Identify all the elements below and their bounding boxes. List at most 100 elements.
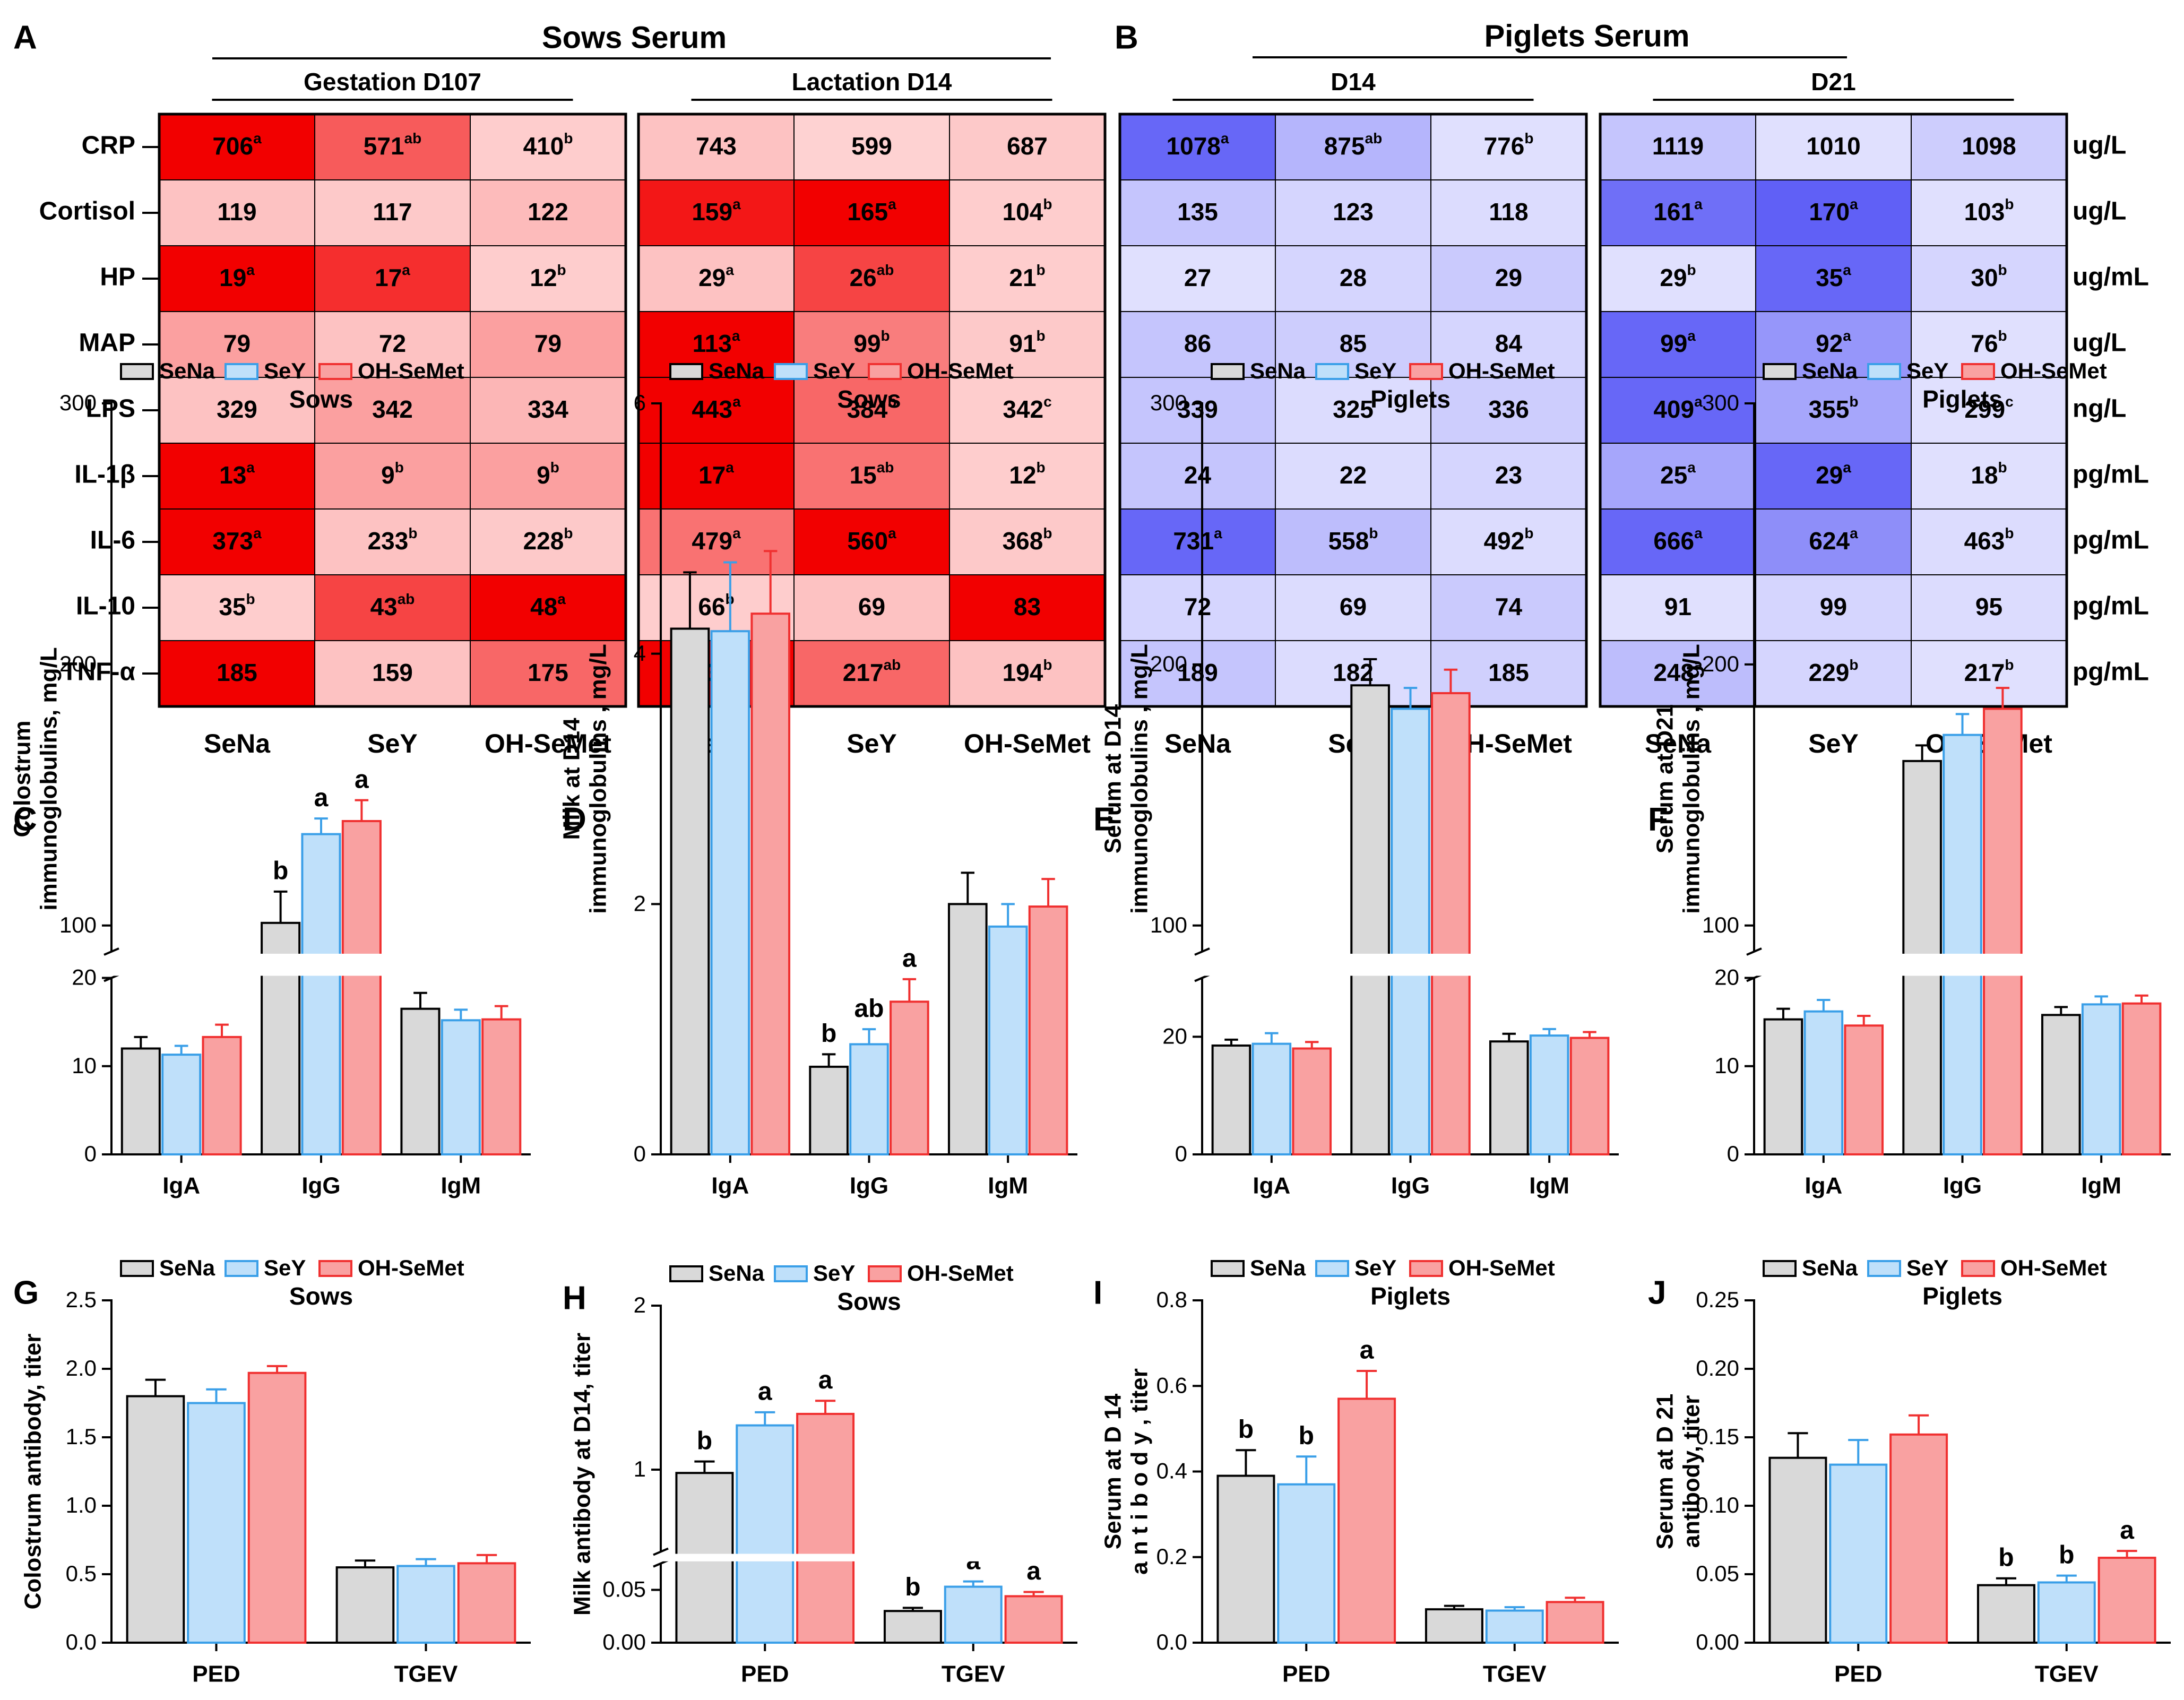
panel-label: C — [13, 801, 37, 838]
bar — [710, 630, 750, 1155]
x-axis-tick-label: PED — [192, 1661, 240, 1687]
y-axis-tick-label: 0.0 — [66, 1629, 97, 1654]
heatmap-cell — [314, 179, 471, 246]
bar — [396, 1565, 455, 1644]
heatmap-cell — [314, 640, 471, 707]
heatmap-cell — [1600, 640, 1756, 707]
heatmap-cell — [1430, 574, 1587, 641]
heatmap-column-label: SeY — [847, 729, 897, 758]
bar — [457, 1562, 516, 1644]
y-axis-tick-label: 0.20 — [1696, 1356, 1739, 1380]
heatmap-cell-value: 72 — [1184, 593, 1211, 620]
heatmap-unit-label: ug/L — [2073, 329, 2126, 357]
heatmap-cell — [1755, 179, 1912, 246]
significance-letter: a — [758, 1378, 772, 1406]
legend-swatch — [1211, 363, 1245, 380]
heatmap-block-border — [1599, 113, 2068, 708]
significance-letter: b — [1238, 1416, 1254, 1444]
heatmap-cell — [1430, 377, 1587, 444]
bar — [400, 1007, 441, 1155]
heatmap-cell — [159, 508, 315, 575]
legend-swatch — [1315, 1260, 1349, 1277]
heatmap-cell-value: 135 — [1177, 198, 1218, 226]
bar — [301, 833, 341, 1155]
legend-swatch — [669, 363, 703, 380]
x-axis-tick-label: IgA — [711, 1173, 749, 1199]
bar — [481, 1018, 522, 1156]
heatmap-cell — [1755, 508, 1912, 575]
heatmap-cell — [1755, 245, 1912, 312]
bar — [2081, 1003, 2121, 1155]
heatmap-unit-label: pg/mL — [2073, 527, 2149, 555]
significance-letter: b — [273, 857, 288, 885]
x-axis-tick-label: IgA — [1805, 1173, 1842, 1199]
heatmap-cell — [1430, 443, 1587, 510]
y-axis-tick-label: 6 — [634, 390, 646, 415]
heatmap-cell — [159, 574, 315, 641]
bar — [988, 925, 1028, 1155]
heatmap-cell — [1430, 508, 1587, 575]
y-axis-break-mark — [1194, 947, 1210, 956]
y-axis-label: Milk at D14 — [559, 718, 585, 840]
y-axis-tick-label: 2.0 — [66, 1356, 97, 1380]
chart-subtitle: Piglets — [1922, 1282, 2002, 1310]
bar — [1889, 1433, 1948, 1644]
x-axis-tick-label: PED — [1282, 1661, 1330, 1687]
heatmap-unit-label: ng/L — [2073, 395, 2126, 423]
heatmap-column-label: OH-SeMet — [485, 729, 611, 758]
x-axis-tick-label: IgG — [301, 1173, 340, 1199]
bar — [2037, 1581, 2096, 1644]
heatmap-cell — [638, 311, 795, 378]
panel-label-b: B — [1115, 19, 1138, 56]
heatmap-unit-label: ug/L — [2073, 197, 2126, 226]
legend-label: SeNa — [1250, 1255, 1306, 1280]
bar — [849, 1043, 889, 1156]
heatmap-column-label: SeNa — [1645, 729, 1712, 758]
heatmap-cell-value: 22 — [1340, 461, 1367, 489]
heatmap-cell — [793, 508, 950, 575]
y-axis-label: immunoglobulins , mg/L — [1127, 644, 1153, 913]
chart-subtitle: Piglets — [1370, 385, 1451, 413]
heatmap-block-title: Gestation D107 — [304, 68, 481, 96]
heatmap-row-label: IL-6 — [90, 527, 135, 555]
x-axis-tick-label: IgG — [1943, 1173, 1982, 1199]
bar — [944, 1585, 1003, 1644]
bar — [2121, 1002, 2162, 1156]
bar — [161, 1054, 202, 1156]
chart-subtitle: Sows — [289, 1282, 353, 1310]
y-axis-label: immunoglobulins , mg/L — [585, 644, 611, 913]
heatmap-row-label: HP — [100, 263, 135, 291]
heatmap-column-label: SeY — [367, 729, 418, 758]
bar — [120, 1047, 161, 1155]
heatmap-cell — [470, 179, 626, 246]
heatmap-cell-value: 86 — [1184, 330, 1211, 357]
significance-letter: a — [1026, 1557, 1041, 1585]
legend-swatch — [318, 363, 352, 380]
legend-label: SeNa — [1250, 358, 1306, 383]
heatmap-unit-label: ug/mL — [2073, 263, 2149, 291]
heatmap-cell-value: 185 — [1488, 659, 1529, 686]
heatmap-cell-value: 95 — [1975, 593, 2002, 620]
heatmap-cell — [1600, 179, 1756, 246]
heatmap-cell — [1119, 245, 1276, 312]
x-axis-tick-label: IgA — [162, 1173, 200, 1199]
heatmap-cell-value: 99b — [853, 327, 890, 357]
heatmap-cell — [314, 377, 471, 444]
bar — [2097, 1557, 2156, 1644]
heatmap-cell-value: 165a — [847, 196, 896, 226]
legend-swatch — [1315, 363, 1349, 380]
heatmap-cell-value: 1119 — [1652, 132, 1704, 160]
bar — [796, 1412, 855, 1644]
legend-swatch — [774, 363, 808, 380]
bar — [1763, 1018, 1803, 1156]
bar — [341, 820, 382, 1155]
bar — [809, 1065, 849, 1155]
axis-break-gap — [1204, 953, 1619, 976]
legend-swatch — [1961, 363, 1995, 380]
legend-swatch — [225, 1260, 258, 1277]
heatmap-cell — [159, 640, 315, 707]
heatmap-cell-value: 92a — [1816, 327, 1851, 357]
heatmap-cell — [1430, 311, 1587, 378]
heatmap-cell — [159, 377, 315, 444]
bar — [1431, 692, 1471, 1156]
